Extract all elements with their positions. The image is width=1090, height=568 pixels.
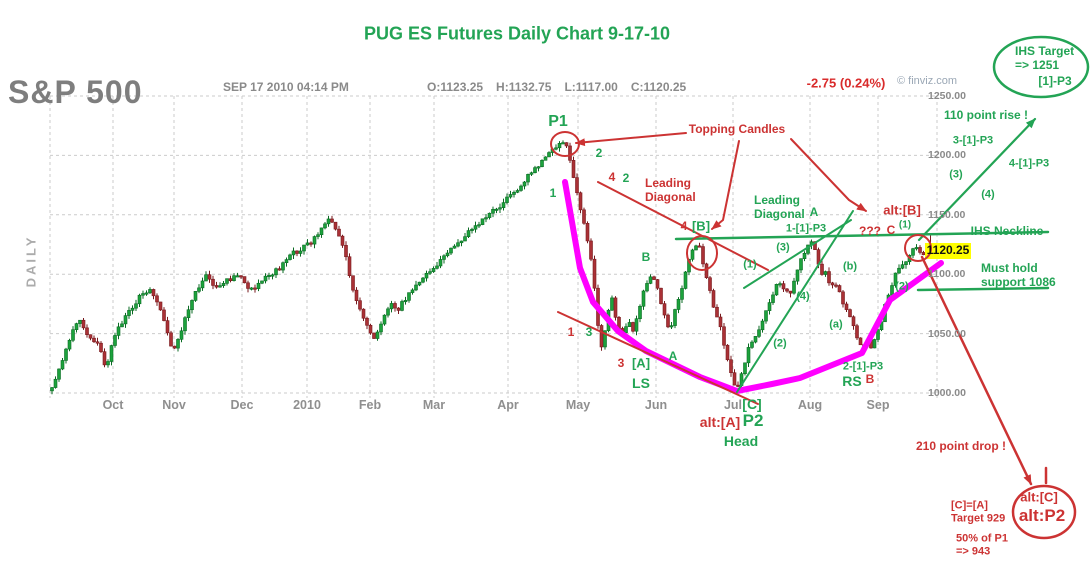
low-value: L:1117.00 — [564, 80, 618, 94]
change-value: -2.75 (0.24%) — [806, 75, 886, 91]
ohlc-row: O:1123.25 H:1132.75 L:1117.00 C:1120.25 — [427, 80, 686, 94]
arrow-topping-to-altb — [790, 138, 867, 212]
alt-p2-ellipse — [1011, 484, 1077, 540]
close-value: C:1120.25 — [630, 80, 687, 94]
breakout-circle — [904, 234, 932, 262]
finviz-watermark: © finviz.com — [897, 75, 958, 87]
arrow-topping-to-p1 — [575, 132, 687, 147]
high-value: H:1132.75 — [496, 80, 552, 94]
b-wave-circle — [686, 235, 718, 271]
ihs-target-ellipse — [992, 35, 1090, 99]
last-price-badge — [925, 243, 971, 259]
timeframe-label: DAILY — [23, 234, 39, 288]
red-diagonal-lower — [557, 311, 759, 405]
red-diagonal-upper — [597, 181, 769, 271]
arrow-110-rise — [917, 117, 1037, 242]
magenta-ihs-outline — [562, 179, 944, 394]
ihs-neckline — [674, 230, 1050, 241]
arrow-topping-to-b — [711, 140, 740, 230]
timestamp: SEP 17 2010 04:14 PM — [223, 80, 349, 94]
support-1086-line — [916, 286, 1050, 292]
symbol-title: S&P 500 — [8, 74, 143, 110]
arrow-210-drop — [920, 255, 1033, 486]
open-value: O:1123.25 — [427, 80, 484, 94]
green-diagonal-2 — [736, 210, 854, 393]
chart-title: PUG ES Futures Daily Chart 9-17-10 — [363, 23, 671, 44]
p1-circle — [550, 131, 580, 157]
green-diagonal-1 — [743, 219, 852, 289]
